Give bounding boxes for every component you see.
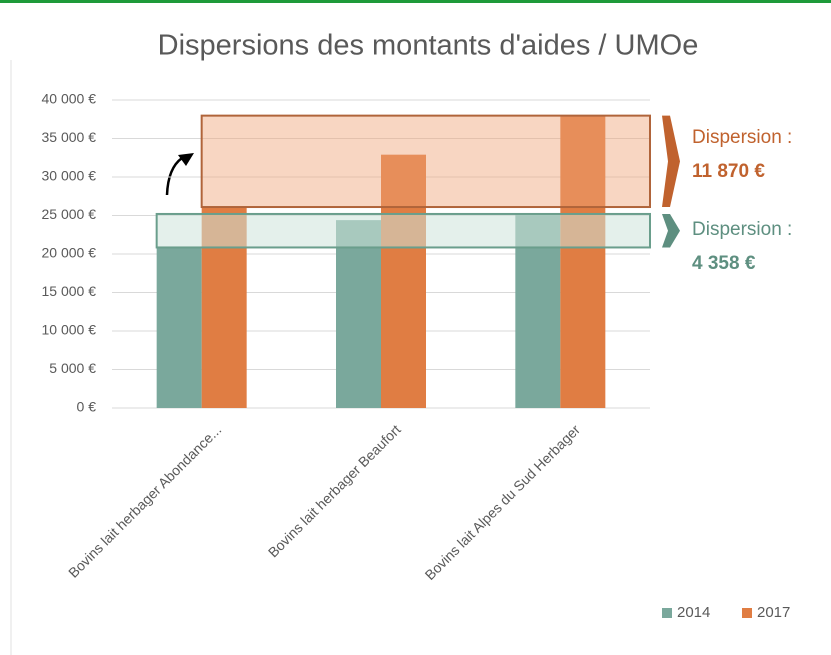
annotation-label: Dispersion :	[692, 219, 792, 240]
bar	[560, 115, 606, 409]
x-tick-label: Bovins lait Alpes du Sud Herbager	[422, 421, 584, 583]
y-tick-label: 5 000 €	[49, 360, 96, 376]
bracket-arrow	[662, 213, 680, 248]
legend-swatch	[662, 608, 672, 618]
y-tick-label: 20 000 €	[42, 245, 97, 261]
y-tick-label: 40 000 €	[42, 91, 97, 107]
dispersion-box	[200, 114, 652, 209]
legend-swatch	[742, 608, 752, 618]
top-border	[0, 0, 831, 3]
arrow	[165, 156, 183, 196]
arrow-head	[178, 153, 194, 166]
annotation-value: 4 358 €	[692, 253, 756, 274]
y-tick-label: 10 000 €	[42, 322, 97, 338]
y-tick-label: 0 €	[77, 399, 97, 415]
chart-title: Dispersions des montants d'aides / UMOe	[158, 30, 699, 62]
bar	[381, 154, 426, 408]
dispersion-box	[155, 212, 652, 249]
x-tick-label: Bovins lait herbager Abondance...	[65, 421, 224, 580]
x-tick-label: Bovins lait herbager Beaufort	[265, 421, 404, 560]
bracket-arrow	[662, 115, 680, 208]
y-tick-label: 25 000 €	[42, 206, 97, 222]
legend-label: 2014	[677, 604, 710, 621]
annotation-value: 11 870 €	[692, 161, 765, 182]
y-tick-label: 15 000 €	[42, 283, 97, 299]
bar	[156, 247, 202, 408]
y-tick-label: 30 000 €	[42, 168, 97, 184]
bar	[336, 220, 381, 408]
legend-label: 2017	[757, 604, 790, 621]
annotation-label: Dispersion :	[692, 127, 792, 148]
y-tick-label: 35 000 €	[42, 129, 97, 145]
